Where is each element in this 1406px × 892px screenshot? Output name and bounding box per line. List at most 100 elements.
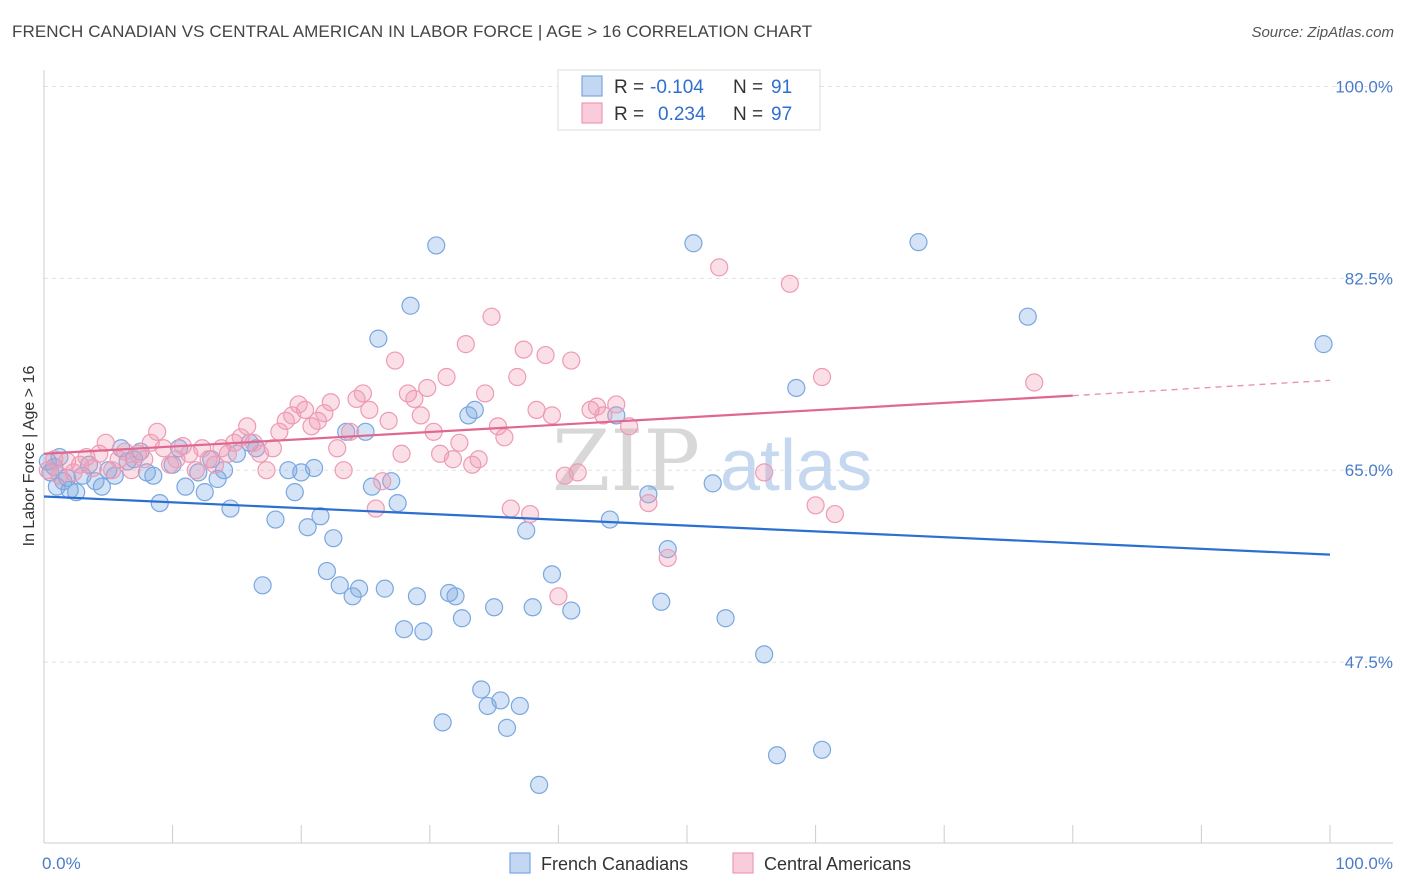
trend-layer (43, 379, 1331, 556)
legend-n-label-2: N = (733, 104, 763, 125)
central-americans-point-54 (385, 351, 405, 370)
central-americans-point-44 (321, 393, 340, 412)
french-canadians-point-72 (562, 601, 581, 620)
french-canadians-point-54 (414, 622, 433, 641)
central-americans-point-31 (238, 417, 257, 436)
french-canadians-point-44 (349, 579, 369, 598)
central-americans-point-81 (562, 351, 581, 370)
central-americans-point-91 (755, 463, 774, 482)
legend-n-label-1: N = (733, 77, 763, 98)
legend-r-value-1: -0.104 (650, 77, 704, 98)
french-canadians-point-38 (311, 507, 330, 526)
french-canadians-point-76 (652, 592, 671, 611)
central-americans-point-79 (549, 587, 568, 606)
french-canadians-point-21 (176, 477, 195, 496)
central-americans-point-89 (658, 548, 677, 568)
legend-swatch-french-canadians (581, 75, 603, 97)
french-canadians-point-55 (427, 236, 446, 255)
french-canadians-trend-line (43, 495, 1331, 556)
central-americans-point-58 (411, 406, 430, 425)
central-americans-point-75 (521, 504, 540, 524)
x-tick-label-max: 100.0% (1335, 854, 1393, 873)
central-americans-point-71 (495, 428, 514, 447)
central-americans-point-85 (594, 406, 613, 425)
chart-title: FRENCH CANADIAN VS CENTRAL AMERICAN IN L… (12, 22, 813, 41)
central-americans-point-94 (812, 367, 832, 387)
french-canadians-point-51 (394, 620, 414, 639)
central-americans-point-77 (536, 345, 555, 365)
y-tick-label-1: 65.0% (1345, 461, 1393, 480)
central-americans-point-53 (379, 411, 398, 430)
central-americans-point-17 (148, 422, 167, 441)
central-americans-point-51 (366, 499, 385, 518)
watermark-zip: ZIP (552, 412, 700, 510)
central-americans-point-28 (218, 444, 237, 463)
central-americans-point-52 (373, 472, 392, 491)
legend-n-value-1: 91 (771, 77, 792, 98)
axes (43, 70, 1393, 844)
bottom-legend-swatch-french-canadians (509, 852, 531, 874)
y-tick-labels: 47.5% 65.0% 82.5% 100.0% (1335, 77, 1393, 672)
central-americans-point-46 (334, 461, 353, 480)
central-americans-point-13 (122, 461, 141, 480)
central-americans-point-82 (568, 463, 587, 482)
central-americans-point-76 (527, 400, 546, 420)
legend-r-label-1: R = (614, 77, 644, 98)
x-tick-labels: 0.0% 100.0% (42, 854, 1393, 873)
french-canadians-point-85 (909, 233, 928, 252)
central-americans-trend-line (43, 394, 1073, 455)
central-americans-point-62 (437, 367, 456, 387)
french-canadians-point-59 (452, 609, 472, 628)
french-canadians-point-27 (221, 499, 240, 518)
central-americans-point-69 (482, 307, 501, 326)
bottom-legend-label-french-canadians: French Canadians (541, 854, 688, 874)
french-canadians-point-64 (485, 598, 504, 617)
french-canadians-point-69 (523, 598, 542, 617)
french-canadians-point-68 (517, 521, 536, 540)
central-americans-point-23 (186, 461, 205, 480)
central-americans-point-10 (103, 461, 122, 480)
series-french-canadians (38, 233, 1333, 794)
french-canadians-point-80 (716, 609, 735, 628)
french-canadians-point-40 (324, 529, 343, 548)
french-canadians-point-61 (465, 400, 484, 420)
legend-swatch-central-americans (581, 102, 603, 124)
french-canadians-point-56 (433, 713, 452, 732)
central-americans-point-43 (315, 404, 334, 423)
french-canadians-point-62 (472, 680, 491, 699)
central-americans-point-57 (405, 389, 424, 409)
y-tick-label-3: 100.0% (1335, 77, 1393, 96)
french-canadians-point-36 (298, 518, 317, 537)
y-tick-label-0: 47.5% (1345, 653, 1393, 672)
french-canadians-point-32 (266, 510, 285, 529)
central-americans-point-92 (780, 274, 799, 293)
legend-r-label-2: R = (614, 104, 644, 125)
watermark: ZIP atlas (552, 412, 872, 510)
bottom-legend-swatch-central-americans (732, 852, 754, 874)
french-canadians-point-52 (401, 296, 420, 315)
french-canadians-point-48 (375, 579, 394, 598)
central-americans-point-86 (607, 395, 626, 414)
french-canadians-point-86 (1018, 307, 1037, 326)
french-canadians-point-78 (684, 234, 703, 253)
french-canadians-point-23 (195, 483, 214, 502)
y-tick-label-2: 82.5% (1345, 269, 1393, 288)
french-canadians-point-22 (189, 463, 208, 482)
french-canadians-point-17 (144, 466, 163, 485)
y-axis-label: In Labor Force | Age > 16 (21, 366, 38, 547)
chart-source: Source: ZipAtlas.com (1251, 24, 1394, 41)
central-americans-point-68 (475, 384, 495, 403)
central-americans-point-59 (418, 378, 437, 398)
central-americans-point-0 (38, 461, 57, 480)
french-canadians-point-6 (67, 483, 86, 502)
french-canadians-point-10 (92, 477, 111, 496)
french-canadians-point-73 (600, 510, 619, 529)
central-americans-point-72 (501, 499, 520, 518)
central-americans-point-74 (514, 340, 533, 359)
french-canadians-point-70 (530, 775, 549, 794)
central-americans-point-2 (50, 466, 69, 485)
central-americans-point-35 (263, 439, 283, 458)
legend-n-value-2: 97 (771, 104, 792, 125)
central-americans-point-67 (469, 450, 488, 469)
french-canadians-point-50 (388, 493, 407, 513)
